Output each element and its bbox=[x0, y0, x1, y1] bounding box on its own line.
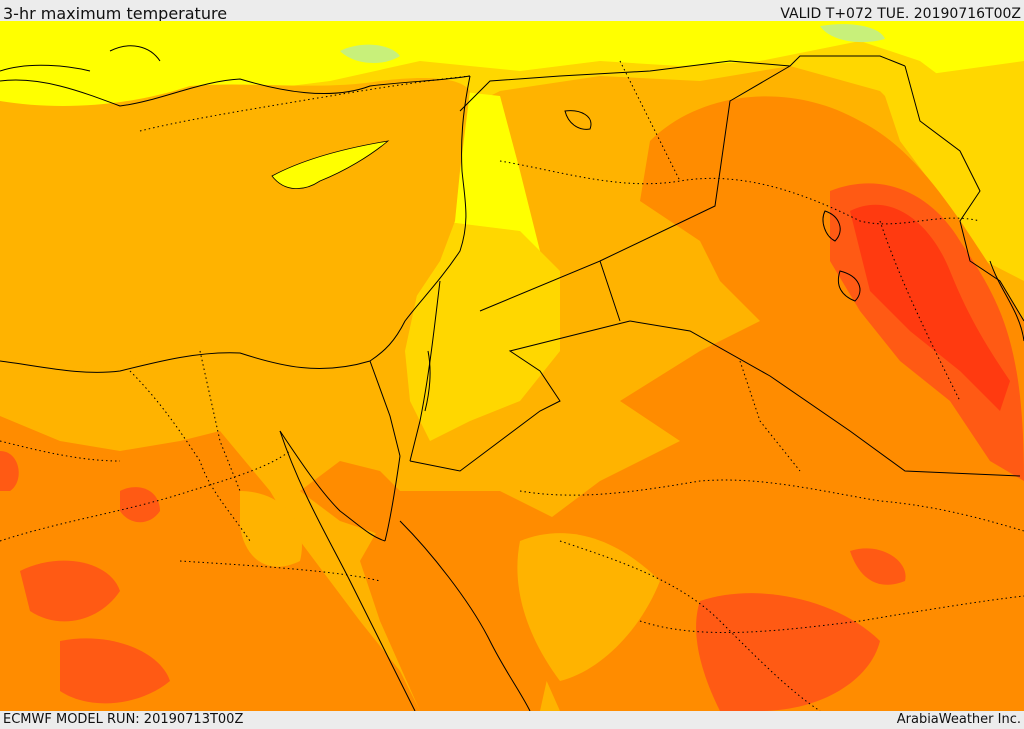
sinai-west bbox=[369, 360, 401, 457]
sinai-orange bbox=[300, 461, 400, 541]
iraq-iran bbox=[904, 65, 1024, 322]
model-run-label: ECMWF MODEL RUN: 20190713T00Z bbox=[3, 712, 244, 727]
admin-boundaries bbox=[0, 60, 1024, 711]
turkey-syria bbox=[459, 55, 906, 112]
arabia-gold-patch bbox=[517, 533, 660, 681]
north-sea-ts bbox=[0, 45, 161, 72]
cyprus bbox=[271, 140, 390, 190]
jordan-israel bbox=[409, 280, 441, 462]
jordan-saudi bbox=[409, 320, 631, 472]
map-borders bbox=[0, 45, 1024, 711]
egypt-hot-3 bbox=[120, 487, 160, 523]
red-sea-east bbox=[399, 520, 531, 711]
header-bar: 3-hr maximum temperature VALID T+072 TUE… bbox=[0, 0, 1024, 23]
arabian-gulf bbox=[989, 260, 1024, 342]
red-sea-west bbox=[279, 430, 416, 711]
egypt-coast bbox=[0, 352, 371, 373]
egypt-hot-2 bbox=[60, 638, 170, 704]
levant-gold bbox=[405, 221, 560, 441]
credit-label: ArabiaWeather Inc. bbox=[896, 712, 1021, 727]
map-title: 3-hr maximum temperature bbox=[3, 4, 228, 23]
zagros-gold bbox=[880, 61, 1024, 281]
egypt-hot-1 bbox=[20, 560, 120, 622]
footer-bar: ECMWF MODEL RUN: 20190713T00Z ArabiaWeat… bbox=[0, 711, 1024, 729]
tharthar-lake bbox=[822, 210, 841, 242]
valid-time-label: VALID T+072 TUE. 20190716T00Z bbox=[780, 6, 1021, 22]
egypt-orange bbox=[0, 416, 420, 711]
temperature-map[interactable] bbox=[0, 21, 1024, 711]
iraq-saudi bbox=[629, 320, 1021, 477]
milh-lake bbox=[837, 270, 861, 302]
band-north-yellow bbox=[0, 21, 1024, 116]
dead-sea bbox=[424, 350, 431, 412]
turkey-coast bbox=[0, 75, 471, 107]
arabia-hot bbox=[696, 593, 880, 711]
egypt-gold-patch bbox=[240, 491, 302, 567]
iraq-hottest bbox=[850, 204, 1010, 411]
egypt-hot-4 bbox=[0, 451, 19, 491]
levant-coast bbox=[369, 75, 471, 362]
assad-lake bbox=[564, 110, 592, 130]
saudi-east-hot bbox=[850, 548, 906, 585]
syria-iraq bbox=[479, 65, 791, 322]
suez-gulf bbox=[279, 430, 386, 542]
band-north-greenish bbox=[340, 44, 400, 63]
aqaba-gulf bbox=[384, 455, 401, 542]
band-north-greenish-2 bbox=[820, 24, 885, 43]
